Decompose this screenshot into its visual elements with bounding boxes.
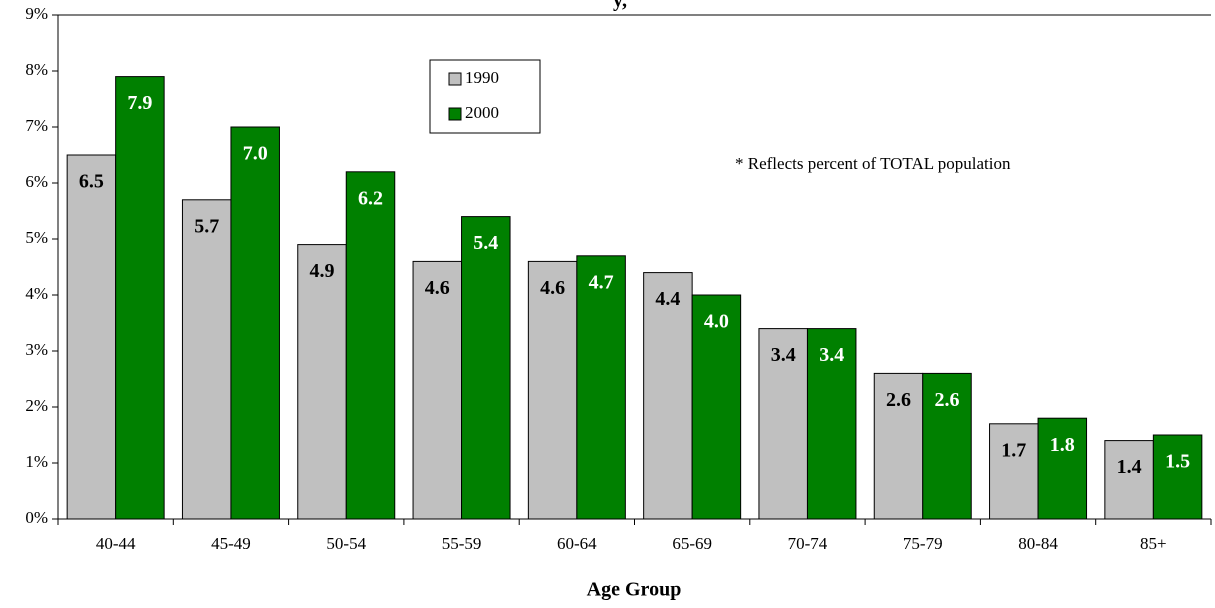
data-label: 4.6 [425,277,450,299]
data-label: 5.7 [194,215,219,237]
chart-title: y, [613,0,627,12]
data-label: 4.6 [540,277,565,299]
data-label: 7.0 [243,143,268,165]
y-tick-label: 6% [25,172,48,191]
y-tick-label: 9% [25,4,48,23]
bar [758,328,808,520]
data-label: 5.4 [473,232,498,254]
data-label: 4.0 [704,311,729,333]
data-label: 4.4 [655,288,680,310]
data-label: 1.8 [1050,434,1075,456]
bar [1152,434,1203,520]
x-tick-label: 40-44 [96,534,136,553]
x-tick-label: 80-84 [1018,534,1058,553]
y-tick-label: 2% [25,396,48,415]
data-label: 1.4 [1117,456,1142,478]
data-label: 1.7 [1001,439,1026,461]
bar [1104,440,1154,520]
x-tick-label: 75-79 [903,534,943,553]
legend-label: 2000 [465,103,499,122]
bar [806,328,857,520]
bar [576,255,626,520]
legend-box [429,59,541,134]
y-tick-label: 3% [25,340,48,359]
data-label: 1.5 [1165,451,1190,473]
bar [115,76,165,520]
bar [643,272,693,520]
bar [527,260,578,520]
data-label: 4.7 [589,271,614,293]
bar [230,126,280,520]
y-tick-label: 5% [25,228,48,247]
y-tick-label: 8% [25,60,48,79]
data-label: 3.4 [819,344,844,366]
x-tick-label: 70-74 [788,534,828,553]
annotation: * Reflects percent of TOTAL population [735,154,1011,173]
y-tick-label: 1% [25,452,48,471]
data-label: 3.4 [771,344,796,366]
legend-swatch [448,72,462,86]
data-label: 6.2 [358,187,383,209]
y-tick-label: 4% [25,284,48,303]
bar [922,372,972,520]
x-tick-label: 55-59 [442,534,482,553]
y-tick-label: 7% [25,116,48,135]
x-tick-label: 50-54 [326,534,366,553]
bar [461,216,511,520]
bar [1037,417,1088,520]
data-label: 2.6 [886,389,911,411]
data-label: 6.5 [79,171,104,193]
x-tick-label: 65-69 [672,534,712,553]
data-label: 7.9 [127,92,152,114]
data-label: 2.6 [935,389,960,411]
legend-label: 1990 [465,68,499,87]
x-tick-label: 45-49 [211,534,251,553]
bar [297,244,347,520]
bar [691,294,742,520]
y-tick-label: 0% [25,508,48,527]
bar [989,423,1039,520]
x-axis-label: Age Group [587,579,682,601]
bar [345,171,396,520]
x-tick-label: 85+ [1140,534,1167,553]
bar [412,260,463,520]
x-tick-label: 60-64 [557,534,597,553]
bar [181,199,232,520]
legend-swatch [448,107,462,121]
data-label: 4.9 [310,260,335,282]
bar [66,154,117,520]
